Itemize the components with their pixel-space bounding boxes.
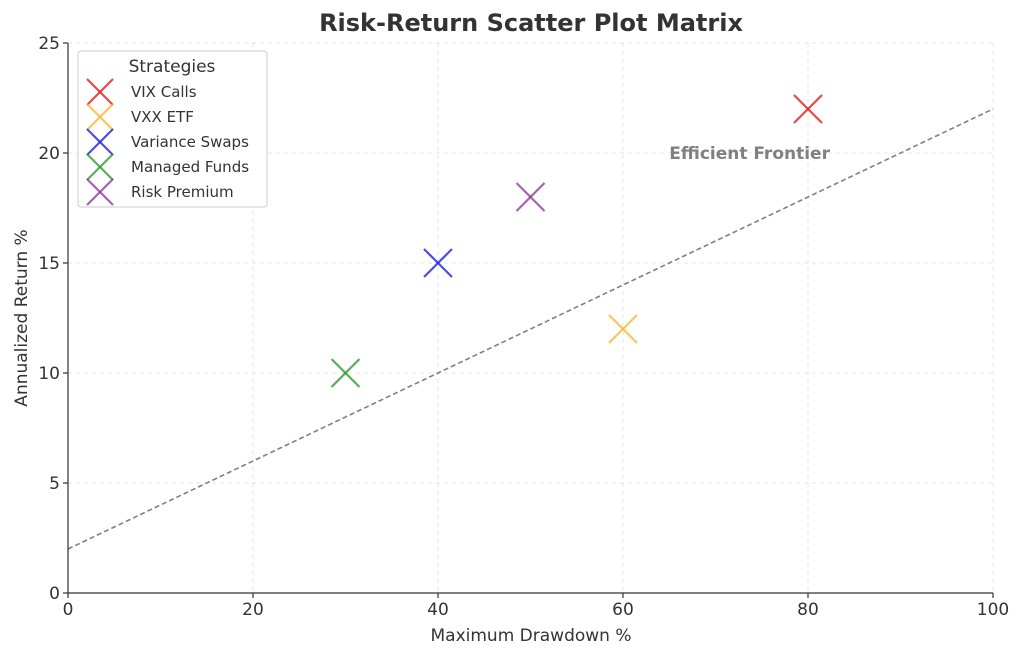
marker-stroke bbox=[330, 358, 361, 388]
marker-stroke bbox=[423, 248, 453, 278]
y-tick-label: 5 bbox=[49, 474, 60, 494]
legend-label: VXX ETF bbox=[131, 108, 194, 126]
marker-stroke bbox=[86, 103, 114, 131]
x-axis-label: Maximum Drawdown % bbox=[431, 626, 632, 646]
axes: 0 20 40 60 80 100 0 5 10 15 20 25 bbox=[38, 34, 1009, 620]
marker-stroke bbox=[86, 153, 114, 181]
marker-stroke bbox=[86, 178, 114, 206]
legend-marker-variance-swaps bbox=[86, 128, 114, 156]
x-tick-label: 100 bbox=[977, 600, 1009, 620]
x-tick-label: 60 bbox=[612, 600, 634, 620]
x-tick-label: 20 bbox=[242, 600, 264, 620]
legend-label: Managed Funds bbox=[131, 158, 249, 176]
labels: Risk-Return Scatter Plot Matrix Maximum … bbox=[12, 9, 831, 646]
marker-stroke bbox=[86, 128, 114, 156]
y-tick-label: 25 bbox=[38, 34, 60, 54]
y-tick-label: 15 bbox=[38, 254, 60, 274]
marker-stroke bbox=[86, 78, 114, 106]
legend-label: VIX Calls bbox=[131, 83, 197, 101]
legend-marker-vxx-etf bbox=[86, 103, 114, 131]
marker-stroke bbox=[608, 314, 638, 344]
efficient-frontier-line bbox=[67, 108, 994, 550]
chart-title: Risk-Return Scatter Plot Matrix bbox=[319, 9, 743, 37]
efficient-frontier-annotation: Efficient Frontier bbox=[669, 144, 830, 164]
legend-marker-vix-calls bbox=[86, 78, 114, 106]
marker-stroke bbox=[515, 182, 546, 212]
legend-label: Risk Premium bbox=[131, 183, 234, 201]
data-point-variance-swaps bbox=[423, 248, 453, 278]
marker-stroke bbox=[793, 94, 823, 124]
legend-box bbox=[77, 50, 268, 208]
y-tick-label: 10 bbox=[38, 364, 60, 384]
data-point-vxx-etf bbox=[608, 314, 638, 344]
y-axis-label: Annualized Return % bbox=[12, 229, 32, 406]
frontier-layer bbox=[67, 108, 994, 550]
y-tick-label: 0 bbox=[49, 584, 60, 604]
data-point-risk-premium bbox=[515, 182, 546, 212]
grid bbox=[68, 42, 994, 593]
legend: Strategies VIX Calls VXX ETF Variance Swap… bbox=[77, 50, 268, 208]
legend-title: Strategies bbox=[129, 57, 216, 77]
x-tick-label: 80 bbox=[797, 600, 819, 620]
data-point-vix-calls bbox=[793, 94, 823, 124]
data-points bbox=[330, 94, 823, 388]
x-tick-label: 0 bbox=[63, 600, 74, 620]
x-tick-label: 40 bbox=[427, 600, 449, 620]
legend-marker-managed-funds bbox=[86, 153, 114, 181]
data-point-managed-funds bbox=[330, 358, 361, 388]
y-tick-label: 20 bbox=[38, 144, 60, 164]
legend-label: Variance Swaps bbox=[131, 133, 249, 151]
legend-marker-risk-premium bbox=[86, 178, 114, 206]
